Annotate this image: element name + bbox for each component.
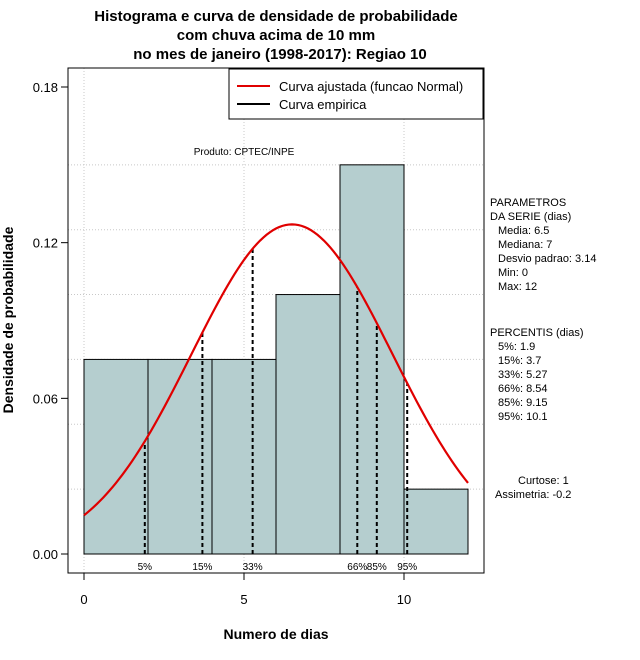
- percentile-line: 15%: 3.7: [498, 355, 541, 367]
- parameters-header-1: PARAMETROS: [490, 197, 566, 209]
- x-axis-title: Numero de dias: [223, 626, 328, 642]
- parameter-min: Min: 0: [498, 267, 528, 279]
- histogram-bar: [403, 488, 469, 555]
- percentile-label: 33%: [243, 562, 263, 573]
- y-tick-label: 0.06: [33, 391, 58, 406]
- parameter-stddev: Desvio padrao: 3.14: [498, 253, 596, 265]
- percentile-label: 66%: [347, 562, 367, 573]
- percentiles-panel: PERCENTIS (dias) 5%: 1.9 15%: 3.7 33%: 5…: [490, 327, 584, 423]
- parameter-max: Max: 12: [498, 281, 537, 293]
- histogram-bar: [275, 294, 341, 555]
- x-tick-label: 0: [80, 592, 87, 607]
- legend-label-fitted-curve: Curva ajustada (funcao Normal): [279, 79, 463, 94]
- percentile-label: 85%: [367, 562, 387, 573]
- parameter-mean: Media: 6.5: [498, 225, 549, 237]
- parameters-header-2: DA SERIE (dias): [490, 211, 571, 223]
- percentile-line: 33%: 5.27: [498, 369, 548, 381]
- percentiles-header: PERCENTIS (dias): [490, 327, 584, 339]
- parameters-panel: PARAMETROS DA SERIE (dias) Media: 6.5 Me…: [490, 197, 596, 293]
- chart-title-line-2: com chuva acima de 10 mm: [177, 27, 375, 44]
- percentile-line: 5%: 1.9: [498, 341, 535, 353]
- percentile-label: 15%: [192, 562, 212, 573]
- histogram-bar: [339, 164, 405, 555]
- percentile-line: 66%: 8.54: [498, 383, 548, 395]
- histogram-bar: [83, 358, 149, 555]
- skewness-value: Assimetria: -0.2: [495, 489, 571, 501]
- histogram-bars: [83, 164, 469, 555]
- percentile-label: 95%: [397, 562, 417, 573]
- chart-title-line-1: Histograma e curva de densidade de proba…: [94, 8, 457, 25]
- parameter-median: Mediana: 7: [498, 239, 552, 251]
- kurtosis-value: Curtose: 1: [518, 475, 569, 487]
- y-axis: 0.00 0.06 0.12 0.18: [33, 80, 68, 562]
- percentile-line: 95%: 10.1: [498, 411, 548, 423]
- histogram-bar: [147, 358, 213, 555]
- y-tick-label: 0.12: [33, 236, 58, 251]
- chart-title-line-3: no mes de janeiro (1998-2017): Regiao 10: [133, 46, 426, 63]
- histogram-bar: [211, 358, 277, 555]
- percentile-label: 5%: [138, 562, 153, 573]
- x-axis: 0 5 10: [80, 572, 411, 607]
- x-tick-label: 5: [240, 592, 247, 607]
- y-axis-title: Densidade de probabilidade: [0, 226, 16, 413]
- legend-box: [228, 68, 484, 120]
- product-credit: Produto: CPTEC/INPE: [194, 147, 295, 158]
- normal-curve: [83, 223, 469, 517]
- y-tick-label: 0.18: [33, 80, 58, 95]
- percentile-markers: 5% 15% 33% 66% 85% 95%: [138, 248, 417, 573]
- x-tick-label: 10: [397, 592, 411, 607]
- legend-label-empirical-curve: Curva empirica: [279, 97, 367, 112]
- legend: Curva ajustada (funcao Normal) Curva emp…: [228, 68, 484, 120]
- y-tick-label: 0.00: [33, 547, 58, 562]
- percentile-line: 85%: 9.15: [498, 397, 548, 409]
